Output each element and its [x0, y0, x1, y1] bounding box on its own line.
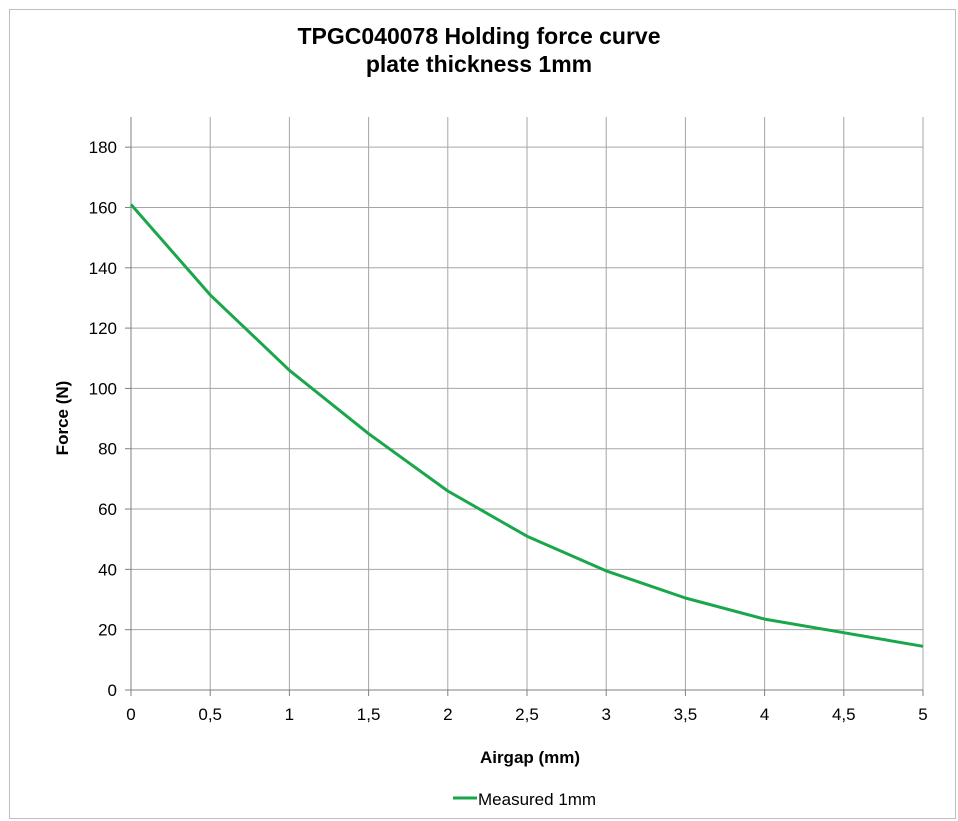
chart-title: TPGC040078 Holding force curve — [297, 23, 661, 49]
y-tick-label: 140 — [89, 259, 117, 278]
y-tick-label: 100 — [89, 379, 117, 398]
x-tick-label: 3 — [601, 705, 610, 724]
series-line-measured-1mm — [129, 203, 924, 648]
y-tick-label: 0 — [108, 681, 117, 700]
x-tick-label: 2,5 — [515, 705, 539, 724]
x-tick-label: 5 — [918, 705, 927, 724]
x-tick-label: 0 — [126, 705, 135, 724]
grid-lines — [131, 117, 924, 690]
x-tick-label: 2 — [443, 705, 452, 724]
y-tick-label: 60 — [98, 500, 117, 519]
axes — [125, 117, 924, 696]
y-tick-label: 20 — [98, 621, 117, 640]
y-axis-label: Force (N) — [53, 381, 72, 456]
y-tick-label: 80 — [98, 440, 117, 459]
y-tick-labels: 0 20 40 60 80 100 120 140 160 180 — [89, 138, 117, 700]
x-tick-label: 4,5 — [832, 705, 856, 724]
x-tick-labels: 0 0,5 1 1,5 2 2,5 3 3,5 4 4,5 5 — [126, 705, 927, 724]
plot-series — [129, 203, 924, 648]
x-tick-label: 3,5 — [674, 705, 698, 724]
x-tick-label: 1,5 — [357, 705, 381, 724]
chart-frame — [9, 9, 956, 819]
x-axis-label: Airgap (mm) — [480, 748, 580, 767]
legend: Measured 1mm — [453, 790, 596, 809]
y-tick-label: 160 — [89, 198, 117, 217]
x-tick-label: 1 — [285, 705, 294, 724]
x-tick-label: 4 — [760, 705, 769, 724]
x-tick-label: 0,5 — [198, 705, 222, 724]
chart-subtitle: plate thickness 1mm — [365, 51, 593, 77]
y-tick-label: 40 — [98, 560, 117, 579]
legend-label-measured-1mm: Measured 1mm — [478, 790, 596, 809]
y-tick-label: 180 — [89, 138, 117, 157]
y-tick-label: 120 — [89, 319, 117, 338]
